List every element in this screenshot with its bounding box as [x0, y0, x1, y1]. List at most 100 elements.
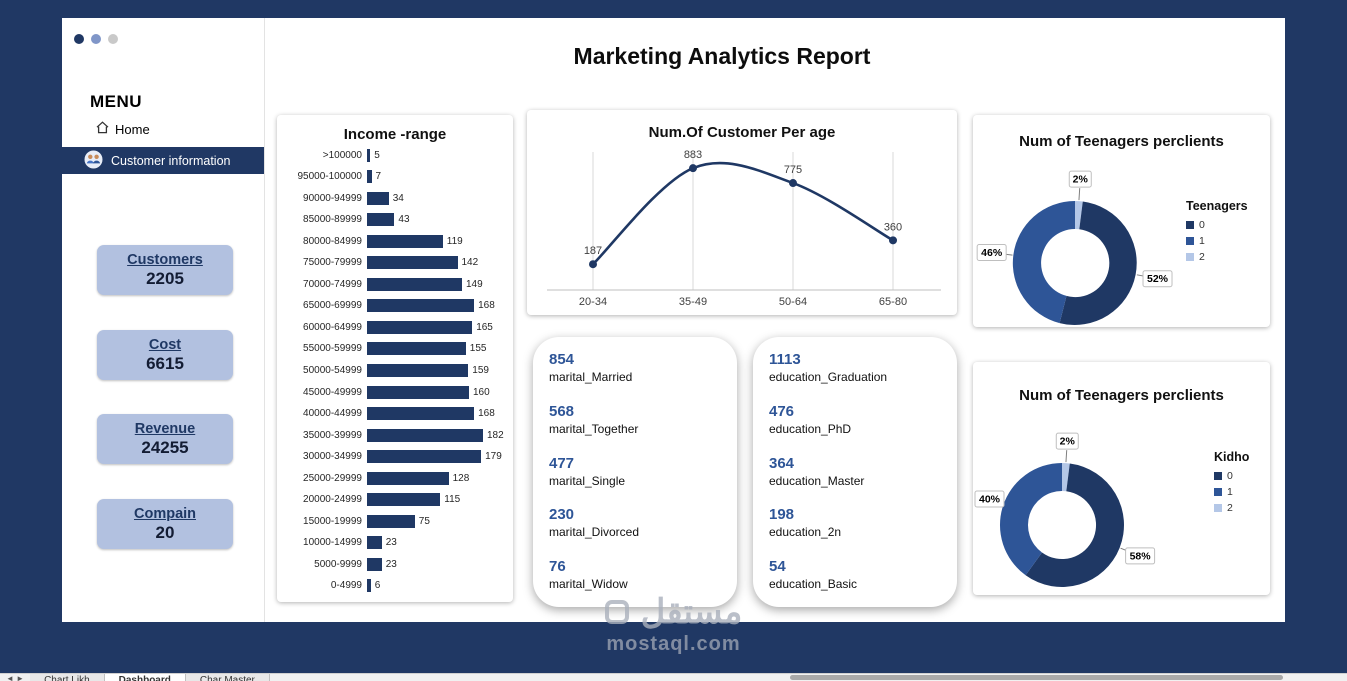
horizontal-scrollbar[interactable] [790, 675, 1283, 680]
income-bar [367, 385, 469, 399]
income-category-label: 95000-100000 [297, 171, 362, 183]
stat-item: 477 marital_Single [549, 455, 729, 488]
stat-label: marital_Together [549, 421, 639, 436]
legend-item: 2 [1214, 502, 1249, 514]
legend-item: 1 [1186, 235, 1248, 247]
legend-item: 0 [1186, 219, 1248, 231]
income-bar [367, 191, 389, 205]
income-value-label: 128 [452, 472, 470, 484]
income-value-label: 43 [398, 214, 410, 226]
income-value-label: 34 [392, 192, 404, 204]
sheet-tab-chart-likh[interactable]: Chart Likh [30, 674, 105, 681]
income-value-label: 159 [472, 364, 489, 376]
income-bar-row: 80000-84999 119 [285, 234, 508, 248]
legend-item: 1 [1214, 486, 1249, 498]
income-category-label: 50000-54999 [303, 364, 362, 376]
income-value-label: 23 [385, 537, 397, 549]
education-stats-list: 1113 education_Graduation 476 education_PhD… [769, 351, 949, 591]
menu-heading: MENU [90, 92, 143, 111]
income-bar-row: 45000-49999 160 [285, 385, 508, 399]
sidebar-item-home[interactable]: Home [96, 121, 150, 137]
chart-title: Income -range [343, 126, 447, 143]
kpi-card-compain[interactable]: Compain 20 [97, 499, 233, 549]
income-category-label: 5000-9999 [314, 558, 362, 570]
stat-item: 1113 education_Graduation [769, 351, 949, 384]
nav-dots [74, 34, 118, 44]
income-category-label: 30000-34999 [303, 451, 362, 463]
legend-swatch [1214, 488, 1222, 496]
income-category-label: 85000-89999 [303, 214, 362, 226]
chart-title: Num of Teenagers perclients [1019, 133, 1224, 150]
nav-dot [108, 34, 118, 44]
svg-text:50-64: 50-64 [779, 296, 807, 308]
legend-swatch [1186, 221, 1194, 229]
stat-label: marital_Single [549, 473, 626, 488]
income-bar [367, 170, 372, 184]
kpi-label: Revenue [134, 420, 196, 437]
stat-item: 854 marital_Married [549, 351, 729, 384]
income-category-label: 45000-49999 [303, 386, 362, 398]
legend-swatch [1214, 472, 1222, 480]
income-bar-row: 95000-100000 7 [285, 170, 508, 184]
income-bar-row: 90000-94999 34 [285, 191, 508, 205]
sheet-tab-char-master[interactable]: Char Master [185, 674, 270, 681]
income-bar-row: 35000-39999 182 [285, 428, 508, 442]
stat-label: education_Graduation [769, 370, 888, 384]
stat-item: 364 education_Master [769, 455, 949, 488]
marital-stats-card: 854 marital_Married 568 marital_Together 477… [533, 337, 737, 607]
income-category-label: 25000-29999 [303, 472, 362, 484]
watermark-url: mostaql.com [606, 633, 741, 655]
stat-item: 198 education_2n [769, 506, 949, 539]
stat-value: 476 [769, 402, 795, 420]
sheet-tab-dashboard[interactable]: Dashboard [104, 674, 186, 681]
income-bar-row: 50000-54999 159 [285, 363, 508, 377]
income-bar-row: 30000-34999 179 [285, 450, 508, 464]
income-category-label: 55000-59999 [303, 343, 362, 355]
kpi-card-cost[interactable]: Cost 6615 [97, 330, 233, 380]
kpi-card-revenue[interactable]: Revenue 24255 [97, 414, 233, 464]
income-value-label: 23 [385, 558, 397, 570]
kpi-label: Cost [148, 336, 182, 353]
income-value-label: 5 [374, 149, 380, 161]
svg-text:20-34: 20-34 [579, 296, 607, 308]
svg-text:775: 775 [784, 164, 802, 176]
sidebar-item-label: Home [115, 121, 150, 137]
income-bar [367, 428, 483, 442]
education-stats-card: 1113 education_Graduation 476 education_PhD… [753, 337, 957, 607]
legend-label: 2 [1199, 251, 1205, 263]
income-bar [367, 493, 441, 507]
stat-value: 568 [549, 402, 575, 420]
teenagers-donut-card: Num of Teenagers perclients 2% 52% 46% Tee… [973, 115, 1270, 327]
marital-stats-list: 854 marital_Married 568 marital_Together 477… [549, 351, 729, 591]
sheet-nav-arrows[interactable]: ◄ ► [6, 674, 25, 681]
customers-icon [84, 150, 103, 172]
stat-item: 54 education_Basic [769, 558, 949, 591]
sidebar-item-customer-information[interactable]: Customer information [62, 147, 264, 174]
teenagers-legend: Teenagers 0 1 2 [1186, 199, 1248, 267]
income-category-label: 40000-44999 [303, 408, 362, 420]
income-bar [367, 213, 395, 227]
stat-value: 477 [549, 454, 575, 472]
income-bar [367, 579, 371, 593]
svg-text:2%: 2% [1073, 174, 1089, 186]
income-range-chart-card: Income -range >100000 5 95000-100000 7 90000… [277, 115, 513, 602]
svg-text:35-49: 35-49 [679, 296, 707, 308]
stat-label: education_Master [769, 473, 865, 488]
income-bar [367, 299, 475, 313]
kidho-donut-card: Num of Teenagers perclients 2% 58% 40% Kid… [973, 362, 1270, 595]
stat-label: education_2n [769, 525, 842, 540]
income-value-label: 115 [444, 494, 461, 506]
income-category-label: 15000-19999 [303, 515, 362, 527]
customers-per-age-chart-card: Num.Of Customer Per age 187 20-34 883 35-49… [527, 110, 957, 315]
svg-text:58%: 58% [1130, 550, 1152, 562]
income-value-label: 119 [446, 235, 463, 247]
age-line-chart: 187 20-34 883 35-49 775 50-64 360 65-80 [547, 149, 941, 308]
svg-text:65-80: 65-80 [879, 296, 907, 308]
income-bar-row: 10000-14999 23 [285, 536, 508, 550]
income-category-label: 70000-74999 [303, 278, 362, 290]
income-bar [367, 148, 371, 162]
income-category-label: >100000 [322, 149, 362, 161]
stat-value: 364 [769, 454, 795, 472]
kpi-card-customers[interactable]: Customers 2205 [97, 245, 233, 295]
income-bar [367, 363, 469, 377]
